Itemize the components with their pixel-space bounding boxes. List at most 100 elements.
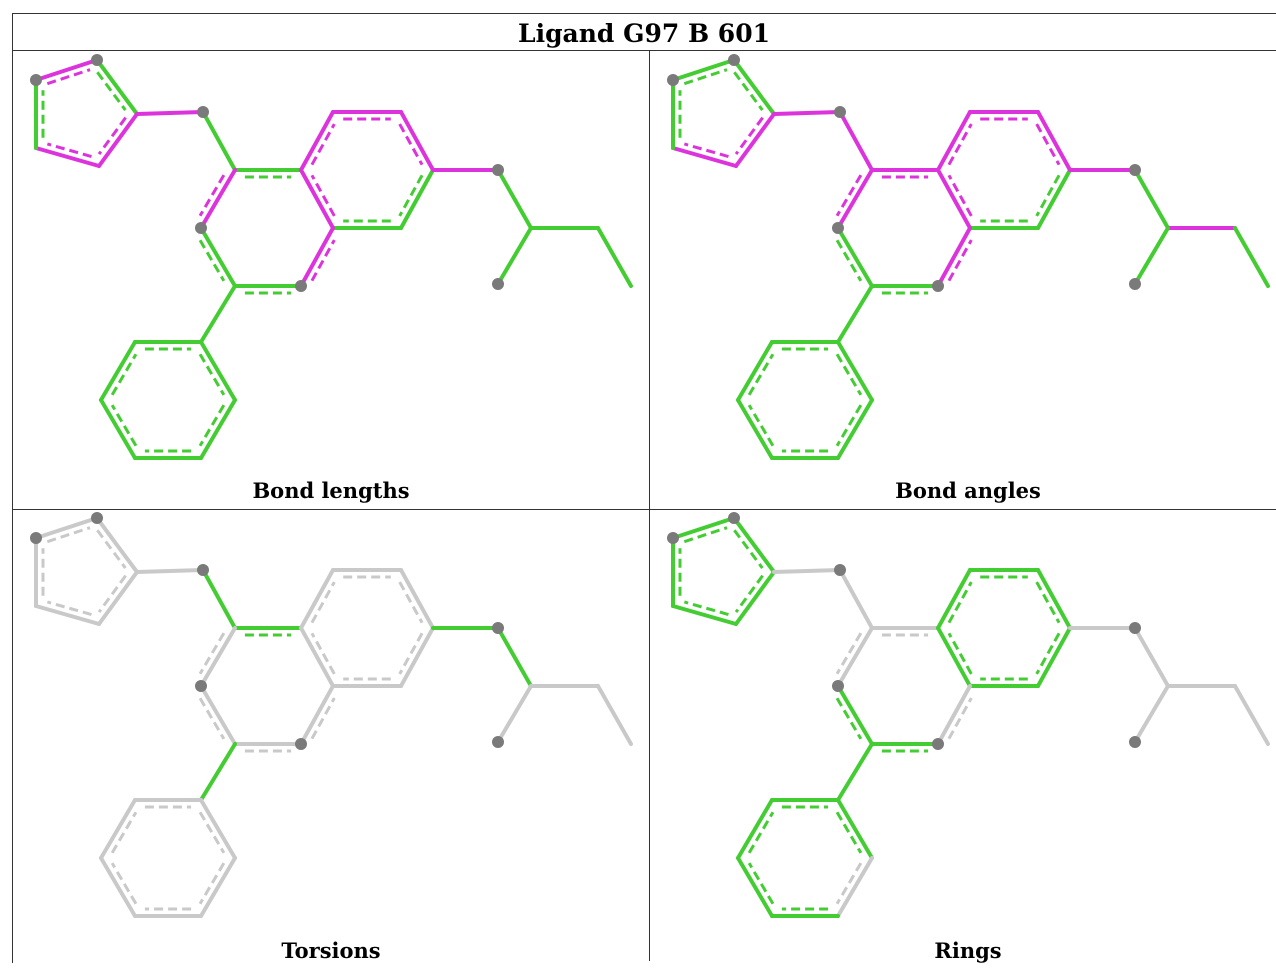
- atom-link1: [197, 106, 209, 118]
- bond-3-4: [34, 604, 101, 626]
- atom-cJ: [832, 222, 844, 234]
- bond-3-4x: [596, 226, 633, 288]
- aromatic-dash-19-20: [198, 811, 226, 854]
- title-cell: Ligand G97 B 601: [12, 13, 1276, 51]
- aromatic-dash-22-23: [110, 862, 138, 905]
- bond-11-12: [936, 168, 972, 230]
- aromatic-dash-1-2: [96, 529, 127, 569]
- atom-link1: [197, 564, 209, 576]
- bond-20-21: [199, 284, 237, 344]
- bond-0-1: [671, 516, 736, 540]
- bond-1-2: [95, 58, 139, 116]
- panel-caption: Bond lengths: [252, 478, 410, 503]
- aromatic-dash-9-10: [1035, 632, 1061, 675]
- aromatic-dash-22-23: [110, 404, 138, 447]
- aromatic-dash-0-1: [683, 68, 728, 86]
- aromatic-dash-23-24: [747, 353, 775, 396]
- bond-11-12: [299, 168, 335, 230]
- aromatic-dash-3-5: [198, 632, 226, 675]
- aromatic-dash-20-21r: [198, 862, 226, 905]
- aromatic-dash-0-1: [46, 68, 91, 86]
- aromatic-dash-12-15: [310, 697, 336, 740]
- aromatic-dash-23-24: [747, 811, 775, 854]
- aromatic-dash-19-20: [835, 811, 863, 854]
- bond-20-21r: [199, 398, 237, 460]
- bond-3-4x: [1233, 684, 1270, 746]
- aromatic-dash-3-4: [46, 142, 92, 159]
- aromatic-dash-19-20: [835, 353, 863, 396]
- bond-13-14: [1133, 626, 1170, 688]
- atom-cH: [295, 738, 307, 750]
- atom-r5a: [667, 74, 679, 86]
- bond-12-15: [936, 684, 972, 746]
- bond-ext-5: [1133, 226, 1170, 286]
- atom-r5b: [728, 512, 740, 524]
- aromatic-dash-0-1: [46, 526, 91, 544]
- bond-20-21: [199, 742, 237, 802]
- atom-r5b: [728, 54, 740, 66]
- bond-2-17: [135, 110, 205, 116]
- bond-13-14: [496, 168, 533, 230]
- aromatic-dash-20-21r: [198, 404, 226, 447]
- bond-1-2: [732, 516, 776, 574]
- atom-cH: [932, 738, 944, 750]
- bond-15-16: [836, 684, 874, 746]
- bond-13-14: [496, 626, 533, 688]
- bond-19-20: [199, 340, 237, 402]
- bond-1-2: [732, 58, 776, 116]
- bond-11-12: [936, 626, 972, 688]
- bond-3-4x: [1233, 226, 1270, 288]
- aromatic-dash-12-15: [947, 697, 973, 740]
- aromatic-dash-12-15: [310, 239, 336, 282]
- bond-15-16: [836, 226, 874, 288]
- bond-8-9: [399, 568, 435, 630]
- atom-cJ: [195, 222, 207, 234]
- figure-frame: [12, 13, 1276, 963]
- panel-caption: Bond angles: [895, 478, 1041, 503]
- bond-0-1: [34, 58, 99, 82]
- atom-r5b: [91, 512, 103, 524]
- bond-9-10: [1036, 626, 1072, 688]
- bond-22-23: [736, 856, 774, 918]
- bond-0-1: [34, 516, 99, 540]
- bond-6-7: [299, 568, 335, 630]
- molecule-bond-angles: [667, 54, 1270, 460]
- bond-2-17: [772, 110, 842, 116]
- aromatic-dash-1-2: [733, 71, 764, 111]
- bond-11-12: [299, 626, 335, 688]
- atom-r5a: [30, 532, 42, 544]
- bond-4-5: [201, 568, 237, 630]
- aromatic-dash-11-12: [947, 174, 973, 217]
- aromatic-dash-12-15: [947, 239, 973, 282]
- bond-8-9: [1036, 110, 1072, 172]
- aromatic-dash-0-1: [683, 526, 728, 544]
- panel-torsions: Torsions: [13, 510, 649, 968]
- bond-2-3: [97, 112, 139, 168]
- atom-ext5: [1129, 278, 1141, 290]
- bond-4-5: [201, 110, 237, 172]
- molecule-torsions: [30, 512, 633, 918]
- aromatic-dash-20-21r: [835, 404, 863, 447]
- bond-4-5: [838, 110, 874, 172]
- atom-r5a: [30, 74, 42, 86]
- aromatic-dash-3-5: [198, 174, 226, 217]
- bond-1-2: [95, 516, 139, 574]
- bond-13-14: [1133, 168, 1170, 230]
- bond-20-21r: [836, 398, 874, 460]
- bond-ext-5: [496, 226, 533, 286]
- aromatic-dash-3-5: [835, 632, 863, 675]
- bond-22-23: [99, 398, 137, 460]
- bond-20-21: [836, 742, 874, 802]
- bond-2-3: [734, 112, 776, 168]
- bond-3-4x: [596, 684, 633, 746]
- aromatic-dash-9-10: [1035, 174, 1061, 217]
- aromatic-dash-3-4: [46, 600, 92, 617]
- atom-r5b: [91, 54, 103, 66]
- aromatic-dash-2-3: [97, 574, 127, 613]
- atom-ext5: [1129, 736, 1141, 748]
- aromatic-dash-9-10: [398, 632, 424, 675]
- row-divider: [12, 509, 1276, 510]
- aromatic-dash-23-24: [110, 353, 138, 396]
- molecule-rings: [667, 512, 1270, 918]
- bond-22-23: [736, 398, 774, 460]
